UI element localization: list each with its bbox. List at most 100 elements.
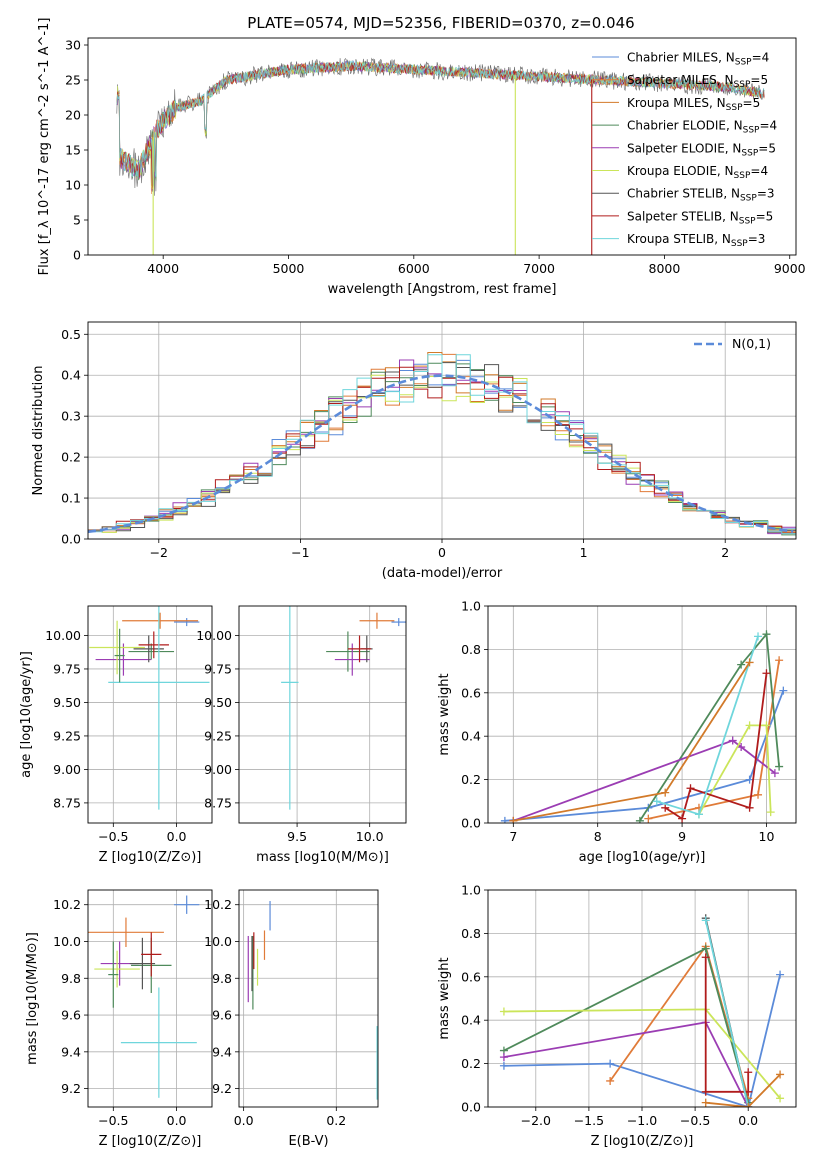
mass-weight-marker: [606, 1059, 615, 1068]
x-tick-label: 7: [509, 829, 517, 844]
mass-weight-marker: [635, 816, 644, 823]
y-tick-label: 8.75: [204, 795, 232, 810]
y-tick-label: 0.2: [61, 450, 81, 465]
mass-weight-marker: [499, 1007, 508, 1016]
x-tick-label: 4000: [147, 261, 179, 276]
mass-weight-marker: [745, 658, 754, 667]
axes-frame: [87, 889, 213, 1108]
y-axis-label: Normed distribution: [31, 366, 46, 496]
legend-entry: Chabrier STELIB, NSSP=3: [627, 187, 775, 204]
plot-area-mass_vs_ebv: [247, 901, 378, 1100]
mass-weight-marker: [745, 721, 754, 730]
mass-weight-marker: [762, 630, 771, 639]
y-tick-label: 0.0: [461, 816, 481, 831]
legend-subscript: SSP: [731, 239, 748, 249]
y-tick-label: 0: [73, 248, 81, 263]
y-tick-label: 9.00: [53, 762, 81, 777]
histogram-series: [88, 366, 796, 534]
y-tick-label: 9.6: [212, 1008, 232, 1023]
y-tick-label: 9.75: [204, 661, 232, 676]
x-tick-label: −1.0: [627, 1113, 657, 1128]
x-tick-label: −1: [291, 545, 309, 560]
mass-weight-marker: [776, 970, 785, 979]
mass-weight-marker: [754, 632, 763, 641]
y-tick-label: 10.0: [53, 934, 81, 949]
x-axis-label: wavelength [Angstrom, rest frame]: [328, 282, 557, 297]
y-tick-label: 8.75: [53, 795, 81, 810]
x-tick-label: 10: [759, 829, 775, 844]
axes-frame: [238, 889, 379, 1108]
y-axis-label: age [log10(age/yr)]: [19, 651, 34, 778]
x-axis-label: Z [log10(Z/Z⊙)]: [99, 850, 202, 865]
mass-weight-marker: [775, 762, 784, 771]
legend-count: =4: [750, 164, 768, 178]
y-tick-label: 9.00: [204, 762, 232, 777]
mass-weight-marker: [737, 743, 746, 752]
plot-area-age_vs_mass: [281, 606, 406, 810]
y-tick-label: 9.25: [204, 728, 232, 743]
mass-weight-series-line: [698, 724, 772, 815]
x-tick-label: 8000: [649, 261, 681, 276]
y-axis-label: mass [log10(M/M⊙)]: [25, 932, 40, 1065]
plot-area-mass_weight_vs_age: [500, 630, 788, 823]
y-axis-label: mass weight: [437, 673, 452, 755]
x-tick-label: 1: [580, 545, 588, 560]
y-axis-label: Flux [f_λ 10^-17 erg cm^-2 s^-1 A^-1]: [37, 18, 52, 276]
legend-entry: N(0,1): [732, 336, 771, 351]
legend-count: =5: [743, 96, 761, 110]
mass-weight-marker: [678, 814, 687, 823]
x-tick-label: 0.0: [167, 829, 187, 844]
mass-weight-marker: [762, 669, 771, 678]
y-tick-label: 9.25: [53, 728, 81, 743]
mass-weight-series-line: [705, 1073, 781, 1107]
y-tick-label: 9.4: [61, 1044, 81, 1059]
y-tick-label: 0.0: [461, 1100, 481, 1115]
y-tick-label: 0.4: [461, 1013, 481, 1028]
legend-entry: Salpeter MILES, NSSP=5: [627, 73, 768, 90]
mass-weight-marker: [775, 656, 784, 665]
x-axis-label: Z [log10(Z/Z⊙)]: [591, 1134, 694, 1149]
mass-weight-marker: [766, 808, 775, 817]
legend-subscript: SSP: [734, 171, 751, 181]
x-tick-label: −0.5: [98, 1113, 128, 1128]
y-tick-label: 0.1: [61, 491, 81, 506]
legend-subscript: SSP: [734, 80, 751, 90]
mass-weight-series-line: [512, 739, 776, 822]
mass-weight-marker: [776, 1094, 785, 1103]
axes-frame: [87, 605, 213, 824]
x-axis-label: E(B-V): [288, 1134, 328, 1149]
x-tick-label: −2: [150, 545, 168, 560]
mass-weight-series-line: [504, 690, 785, 822]
legend-subscript: SSP: [735, 58, 752, 68]
panel-spectrum: 4000 5000 6000 7000 8000 9000 0 5 10 15 20 25 30 wave…: [37, 18, 806, 297]
panel-residuals: −2 −1 0 1 2 0.0 0.1 0.2 0.3 0.4 0.5 (data-model)/er…: [31, 321, 797, 581]
y-tick-label: 9.6: [61, 1008, 81, 1023]
legend-entry: Kroupa MILES, NSSP=5: [627, 96, 760, 113]
y-tick-label: 9.50: [204, 695, 232, 710]
mass-weight-marker: [509, 816, 518, 823]
y-tick-label: 0.8: [461, 642, 481, 657]
residuals-legend: N(0,1): [694, 336, 771, 351]
mass-weight-marker: [776, 1070, 785, 1079]
panel-mass_weight_vs_Z: −2.0 −1.5 −1.0 −0.5 0.0 0.0 0.2 0.4 0.6 0.8 1.0 Z […: [437, 883, 797, 1149]
mass-weight-series-line: [503, 974, 781, 1107]
x-tick-label: 6000: [398, 261, 430, 276]
legend-entry: Salpeter STELIB, NSSP=5: [627, 209, 773, 226]
figure-title: PLATE=0574, MJD=52356, FIBERID=0370, z=0…: [247, 14, 634, 32]
x-tick-label: 2: [721, 545, 729, 560]
x-tick-label: 7000: [523, 261, 555, 276]
y-tick-label: 20: [65, 108, 81, 123]
y-tick-label: 0.4: [461, 729, 481, 744]
mass-weight-marker: [770, 769, 779, 778]
y-tick-label: 9.4: [212, 1044, 232, 1059]
y-tick-label: 0.2: [461, 1056, 481, 1071]
mass-weight-series-line: [704, 920, 750, 1107]
mass-weight-marker: [745, 803, 754, 812]
y-axis-label: mass weight: [437, 957, 452, 1039]
x-axis-label: mass [log10(M/M⊙)]: [256, 850, 389, 865]
mass-weight-marker: [737, 660, 746, 669]
legend-entry: Kroupa STELIB, NSSP=3: [627, 232, 765, 249]
panel-age_vs_mass: 9.5 10.0 8.75 9.00 9.25 9.50 9.75 10.00 mass [lo…: [196, 605, 407, 865]
mass-weight-marker: [744, 1103, 753, 1107]
x-tick-label: 0.0: [167, 1113, 187, 1128]
